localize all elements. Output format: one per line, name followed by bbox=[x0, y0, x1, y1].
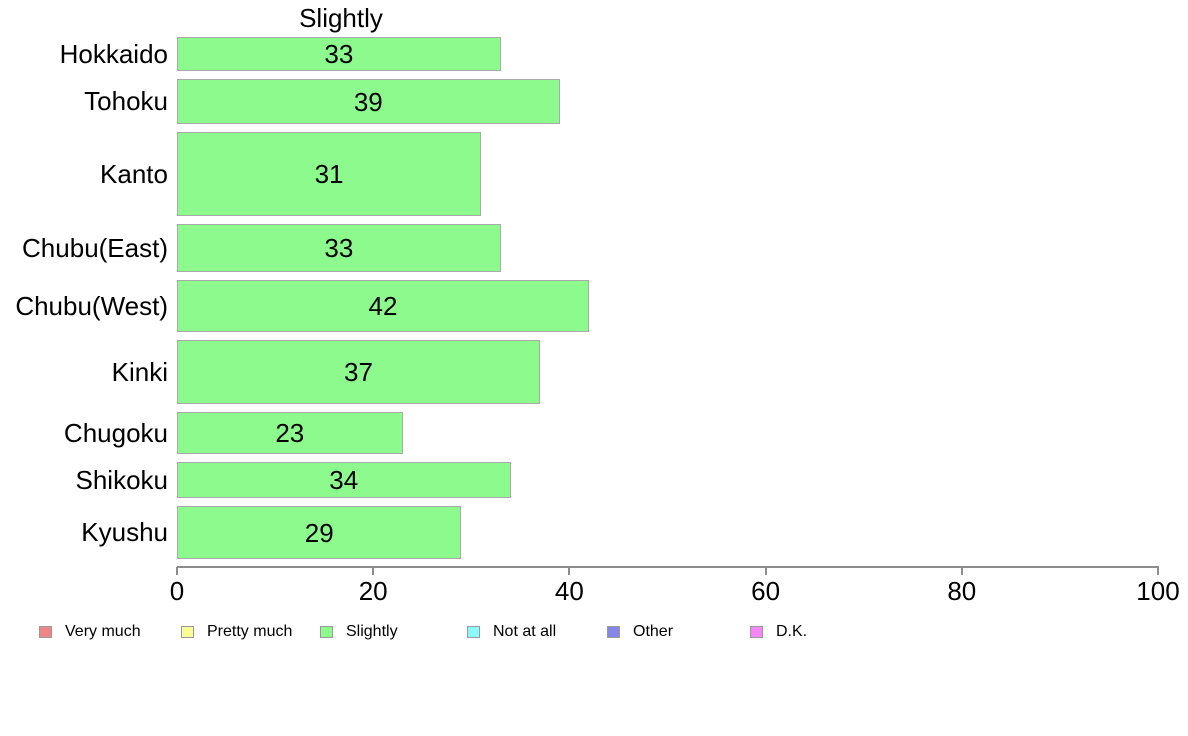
x-axis-tick-label: 100 bbox=[1098, 576, 1188, 607]
legend-swatch-icon bbox=[39, 626, 52, 638]
legend-swatch-icon bbox=[467, 626, 480, 638]
category-label: Chubu(West) bbox=[0, 280, 168, 332]
x-axis-tick bbox=[765, 567, 767, 575]
chart-canvas: Slightly Hokkaido 33 Tohoku 39 Kanto 31 Chubu(… bbox=[0, 0, 1188, 736]
bar-value-label: 33 bbox=[324, 235, 353, 261]
legend-label: Not at all bbox=[493, 623, 556, 641]
bar: 37 bbox=[177, 340, 540, 404]
legend-swatch-icon bbox=[320, 626, 333, 638]
bar: 42 bbox=[177, 280, 589, 332]
x-axis-tick bbox=[372, 567, 374, 575]
legend-item: Pretty much bbox=[181, 622, 292, 642]
x-axis-tick bbox=[176, 567, 178, 575]
legend-swatch-icon bbox=[181, 626, 194, 638]
bar: 29 bbox=[177, 506, 461, 559]
bar: 39 bbox=[177, 79, 560, 124]
x-axis-tick bbox=[961, 567, 963, 575]
x-axis-tick bbox=[1157, 567, 1159, 575]
category-label: Hokkaido bbox=[0, 37, 168, 71]
bar-value-label: 23 bbox=[275, 420, 304, 446]
legend-item: Slightly bbox=[320, 622, 398, 642]
legend-label: Slightly bbox=[346, 623, 398, 641]
category-label: Kyushu bbox=[0, 506, 168, 559]
legend-item: Not at all bbox=[467, 622, 556, 642]
x-axis-tick-label: 40 bbox=[509, 576, 629, 607]
chart-title: Slightly bbox=[241, 4, 441, 32]
legend-item: D.K. bbox=[750, 622, 807, 642]
x-axis-tick bbox=[568, 567, 570, 575]
legend-swatch-icon bbox=[607, 626, 620, 638]
category-label: Chugoku bbox=[0, 412, 168, 454]
legend-item: Very much bbox=[39, 622, 141, 642]
bar: 23 bbox=[177, 412, 403, 454]
bar-value-label: 34 bbox=[329, 467, 358, 493]
category-label: Kanto bbox=[0, 132, 168, 216]
legend-label: Other bbox=[633, 623, 673, 641]
x-axis-tick-label: 20 bbox=[313, 576, 433, 607]
category-label: Shikoku bbox=[0, 462, 168, 498]
bar: 34 bbox=[177, 462, 511, 498]
legend-swatch-icon bbox=[750, 626, 763, 638]
legend-label: Pretty much bbox=[207, 623, 292, 641]
legend-label: Very much bbox=[65, 623, 141, 641]
bar-value-label: 37 bbox=[344, 359, 373, 385]
category-label: Kinki bbox=[0, 340, 168, 404]
bar-value-label: 33 bbox=[324, 41, 353, 67]
x-axis-tick-label: 60 bbox=[706, 576, 826, 607]
bar-value-label: 42 bbox=[369, 293, 398, 319]
bar: 33 bbox=[177, 37, 501, 71]
category-label: Tohoku bbox=[0, 79, 168, 124]
bar: 31 bbox=[177, 132, 481, 216]
bar: 33 bbox=[177, 224, 501, 272]
bar-value-label: 29 bbox=[305, 520, 334, 546]
legend-item: Other bbox=[607, 622, 673, 642]
bar-value-label: 31 bbox=[315, 161, 344, 187]
bar-value-label: 39 bbox=[354, 89, 383, 115]
legend-label: D.K. bbox=[776, 623, 807, 641]
x-axis-tick-label: 80 bbox=[902, 576, 1022, 607]
x-axis-tick-label: 0 bbox=[117, 576, 237, 607]
x-axis-line bbox=[177, 566, 1159, 568]
category-label: Chubu(East) bbox=[0, 224, 168, 272]
